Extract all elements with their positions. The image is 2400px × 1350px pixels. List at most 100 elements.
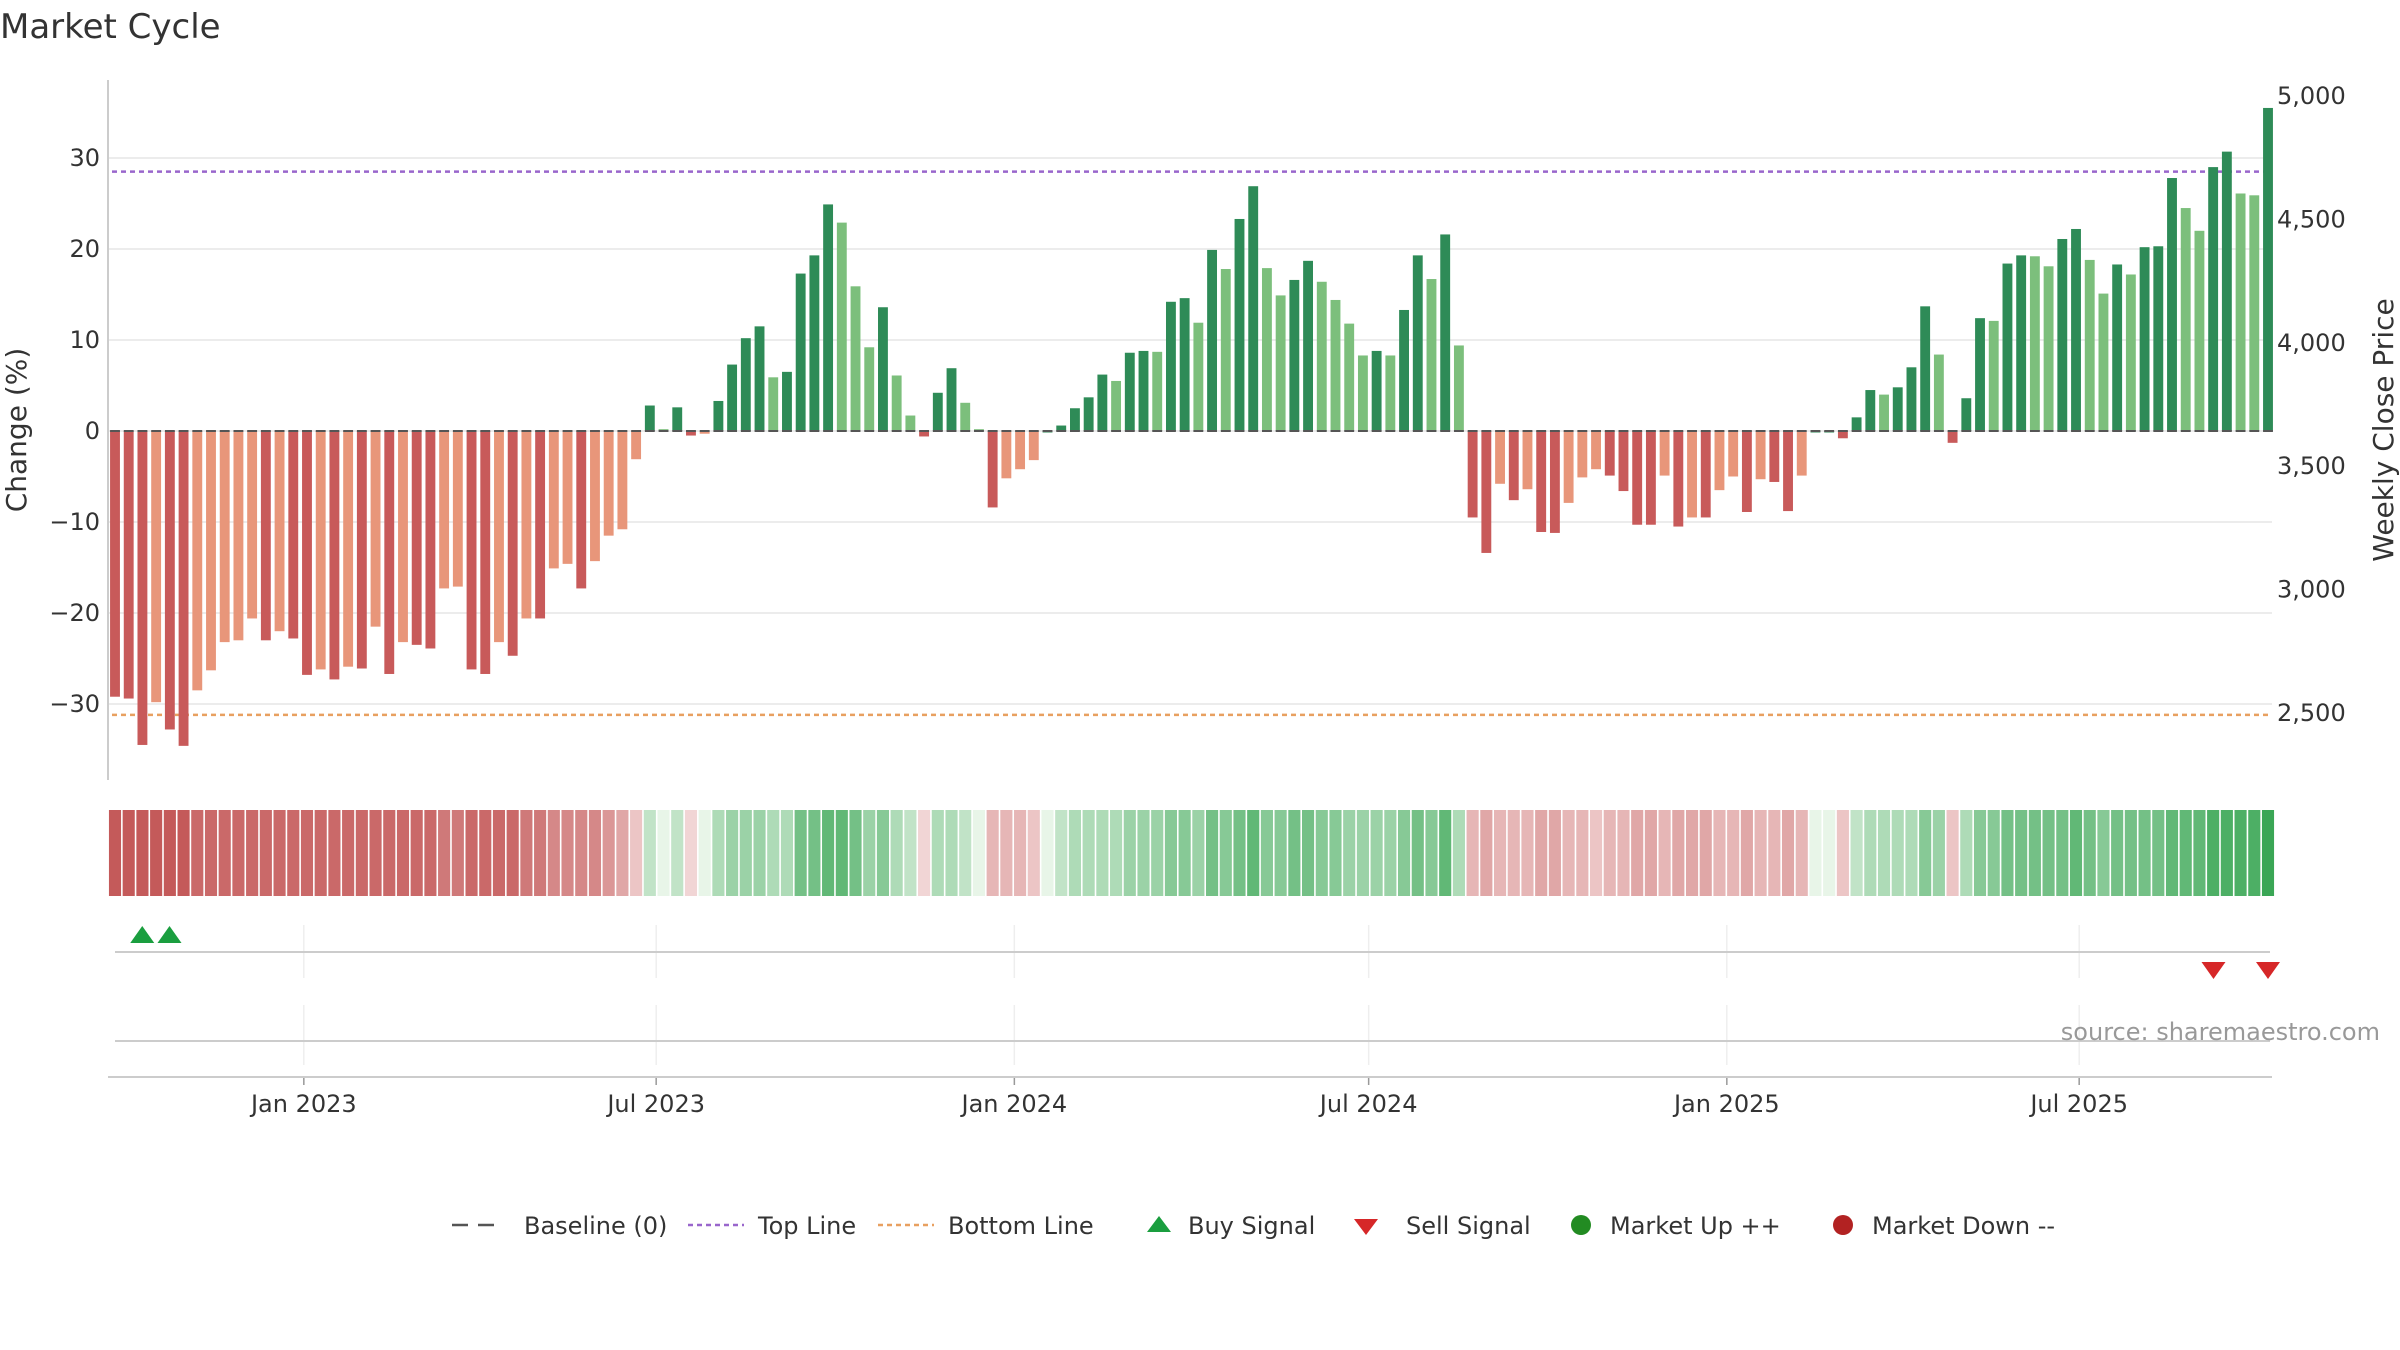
change-bar bbox=[1549, 431, 1560, 533]
change-bar bbox=[2208, 167, 2219, 431]
heat-cell bbox=[1055, 810, 1068, 896]
y-tick-label: 30 bbox=[69, 144, 100, 172]
y-tick-label: −10 bbox=[49, 508, 100, 536]
change-bar bbox=[178, 431, 189, 746]
change-bar bbox=[1316, 281, 1327, 431]
change-bar bbox=[905, 415, 916, 431]
heat-cell bbox=[1466, 810, 1479, 896]
heat-cell bbox=[2179, 810, 2192, 896]
heat-cell bbox=[2152, 810, 2165, 896]
change-bar bbox=[2084, 259, 2095, 431]
heat-cell bbox=[136, 810, 149, 896]
source-credit: source: sharemaestro.com bbox=[2061, 1018, 2380, 1046]
change-bar bbox=[1399, 309, 1409, 431]
heat-cell bbox=[849, 810, 862, 896]
heat-cell bbox=[1288, 810, 1301, 896]
change-bar bbox=[1796, 431, 1807, 476]
change-bar bbox=[1988, 320, 1999, 431]
change-bar bbox=[1385, 355, 1396, 431]
change-bar bbox=[768, 377, 779, 431]
heat-cell bbox=[1219, 810, 1232, 896]
heat-cell bbox=[534, 810, 547, 896]
heat-cell bbox=[520, 810, 533, 896]
change-bar bbox=[686, 431, 696, 436]
heat-cell bbox=[1946, 810, 1959, 896]
change-bar bbox=[1275, 295, 1286, 431]
heat-cell bbox=[1247, 810, 1260, 896]
change-bar bbox=[2235, 193, 2246, 431]
change-bar bbox=[507, 431, 518, 656]
heat-cell bbox=[972, 810, 985, 896]
sell-signal-marker bbox=[2201, 962, 2226, 979]
heat-cell bbox=[726, 810, 739, 896]
legend-item: Baseline (0) bbox=[452, 1212, 667, 1240]
change-bar bbox=[1577, 431, 1588, 478]
heat-cell bbox=[1850, 810, 1863, 896]
heat-cell bbox=[986, 810, 999, 896]
y2-tick-label: 3,500 bbox=[2277, 452, 2346, 480]
change-bar bbox=[2098, 293, 2109, 431]
change-bar bbox=[1481, 431, 1492, 553]
legend-label: Baseline (0) bbox=[524, 1212, 667, 1240]
heat-cell bbox=[1370, 810, 1383, 896]
change-bar bbox=[2029, 256, 2040, 431]
heat-cell bbox=[1754, 810, 1767, 896]
heat-cell bbox=[300, 810, 314, 896]
change-bar bbox=[1330, 299, 1341, 431]
heat-cell bbox=[1123, 810, 1136, 896]
y-axis-title: Change (%) bbox=[0, 348, 33, 513]
change-bar bbox=[1851, 417, 1862, 431]
heat-cell bbox=[1425, 810, 1438, 896]
change-bar bbox=[110, 431, 120, 697]
legend-item: Buy Signal bbox=[1147, 1212, 1315, 1240]
change-bar bbox=[1618, 431, 1629, 492]
change-bar bbox=[425, 431, 436, 649]
change-bar bbox=[343, 431, 354, 667]
heat-cell bbox=[1685, 810, 1699, 896]
x-tick-label: Jan 2025 bbox=[1672, 1090, 1780, 1118]
heat-cell bbox=[2165, 810, 2179, 896]
x-tick-label: Jul 2025 bbox=[2028, 1090, 2128, 1118]
heat-cell bbox=[314, 810, 327, 896]
change-bar bbox=[699, 431, 710, 434]
change-bar bbox=[1933, 354, 1944, 431]
heat-cell bbox=[287, 810, 300, 896]
heat-cell bbox=[1027, 810, 1040, 896]
change-bar bbox=[1591, 431, 1601, 470]
legend-label: Bottom Line bbox=[948, 1212, 1094, 1240]
heat-cell bbox=[259, 810, 272, 896]
heat-cell bbox=[1727, 810, 1740, 896]
y2-tick-label: 4,500 bbox=[2277, 205, 2346, 233]
change-bar bbox=[411, 431, 422, 645]
change-bar bbox=[1536, 431, 1547, 533]
change-bar bbox=[1193, 322, 1204, 431]
y-tick-label: −20 bbox=[49, 599, 100, 627]
heat-cell bbox=[1548, 810, 1561, 896]
change-bar bbox=[302, 431, 312, 675]
heat-cell bbox=[739, 810, 752, 896]
y2-tick-label: 2,500 bbox=[2277, 699, 2346, 727]
heat-cell bbox=[2097, 810, 2110, 896]
change-bar bbox=[1111, 380, 1122, 431]
heat-cell bbox=[945, 810, 958, 896]
legend-label: Sell Signal bbox=[1406, 1212, 1531, 1240]
change-bar bbox=[1015, 431, 1026, 470]
x-tick-label: Jul 2024 bbox=[1318, 1090, 1418, 1118]
change-bar bbox=[1673, 431, 1684, 527]
change-bar bbox=[1741, 431, 1752, 512]
change-bar bbox=[1152, 351, 1163, 431]
change-bar bbox=[206, 431, 216, 671]
heat-cell bbox=[1891, 810, 1904, 896]
heat-cell bbox=[712, 810, 725, 896]
heat-cell bbox=[630, 810, 643, 896]
heat-cell bbox=[2220, 810, 2233, 896]
heat-cell bbox=[767, 810, 780, 896]
change-bar bbox=[1248, 186, 1259, 431]
heat-cell bbox=[1164, 810, 1177, 896]
change-bar bbox=[1124, 352, 1135, 431]
heat-cell bbox=[492, 810, 506, 896]
heat-cell bbox=[1535, 810, 1548, 896]
heat-cell bbox=[657, 810, 670, 896]
change-bar bbox=[864, 347, 875, 431]
heat-cell bbox=[1809, 810, 1822, 896]
